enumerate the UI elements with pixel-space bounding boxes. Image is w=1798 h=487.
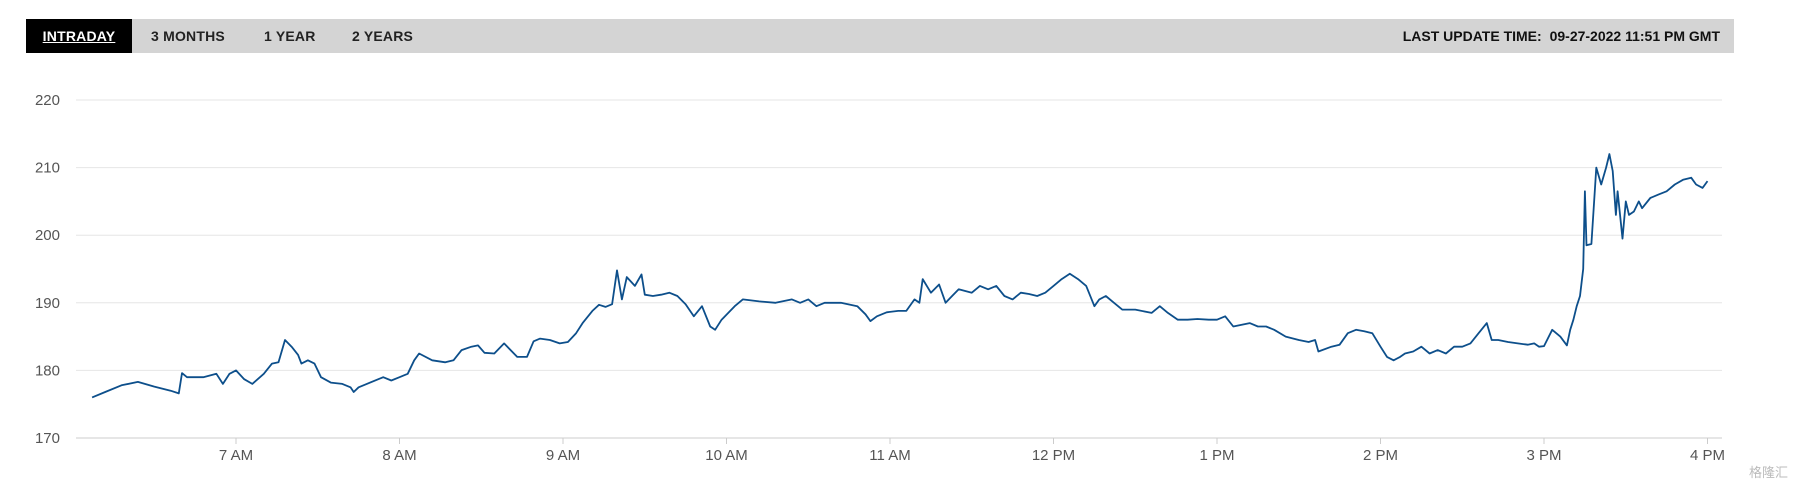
price-line-chart: 170 180 190 200 210 220 7 AM 8 AM 9 AM 10 AM 11 AM…: [35, 92, 1725, 464]
watermark: 格隆汇: [1748, 465, 1788, 480]
tab-intraday[interactable]: INTRADAY: [26, 19, 132, 53]
y-tick-label: 200: [35, 227, 60, 244]
y-tick-label: 180: [35, 362, 60, 379]
x-tick-label: 1 PM: [1199, 447, 1234, 464]
x-tick-label: 8 AM: [382, 447, 416, 464]
x-tick-label: 4 PM: [1690, 447, 1725, 464]
tab-2-years[interactable]: 2 YEARS: [352, 28, 414, 44]
last-update-time: LAST UPDATE TIME: 09-27-2022 11:51 PM GM…: [1403, 19, 1720, 53]
tab-1-year[interactable]: 1 YEAR: [264, 28, 316, 44]
y-tick-label: 170: [35, 430, 60, 447]
y-tick-label: 190: [35, 295, 60, 312]
y-tick-label: 220: [35, 92, 60, 109]
x-tick-label: 7 AM: [219, 447, 253, 464]
x-tick-label: 11 AM: [869, 447, 910, 464]
range-tab-bar: INTRADAY 3 MONTHS 1 YEAR 2 YEARS LAST UP…: [26, 19, 1734, 53]
x-tick-label: 2 PM: [1363, 447, 1398, 464]
x-tick-label: 10 AM: [705, 447, 748, 464]
price-series-line: [91, 153, 1709, 399]
last-update-value: 09-27-2022 11:51 PM GMT: [1549, 28, 1720, 44]
x-tick-label: 9 AM: [546, 447, 580, 464]
y-tick-label: 210: [35, 160, 60, 177]
x-tick-label: 12 PM: [1032, 447, 1075, 464]
last-update-label: LAST UPDATE TIME:: [1402, 28, 1542, 44]
tab-3-months[interactable]: 3 MONTHS: [151, 28, 225, 44]
x-tick-label: 3 PM: [1526, 447, 1561, 464]
